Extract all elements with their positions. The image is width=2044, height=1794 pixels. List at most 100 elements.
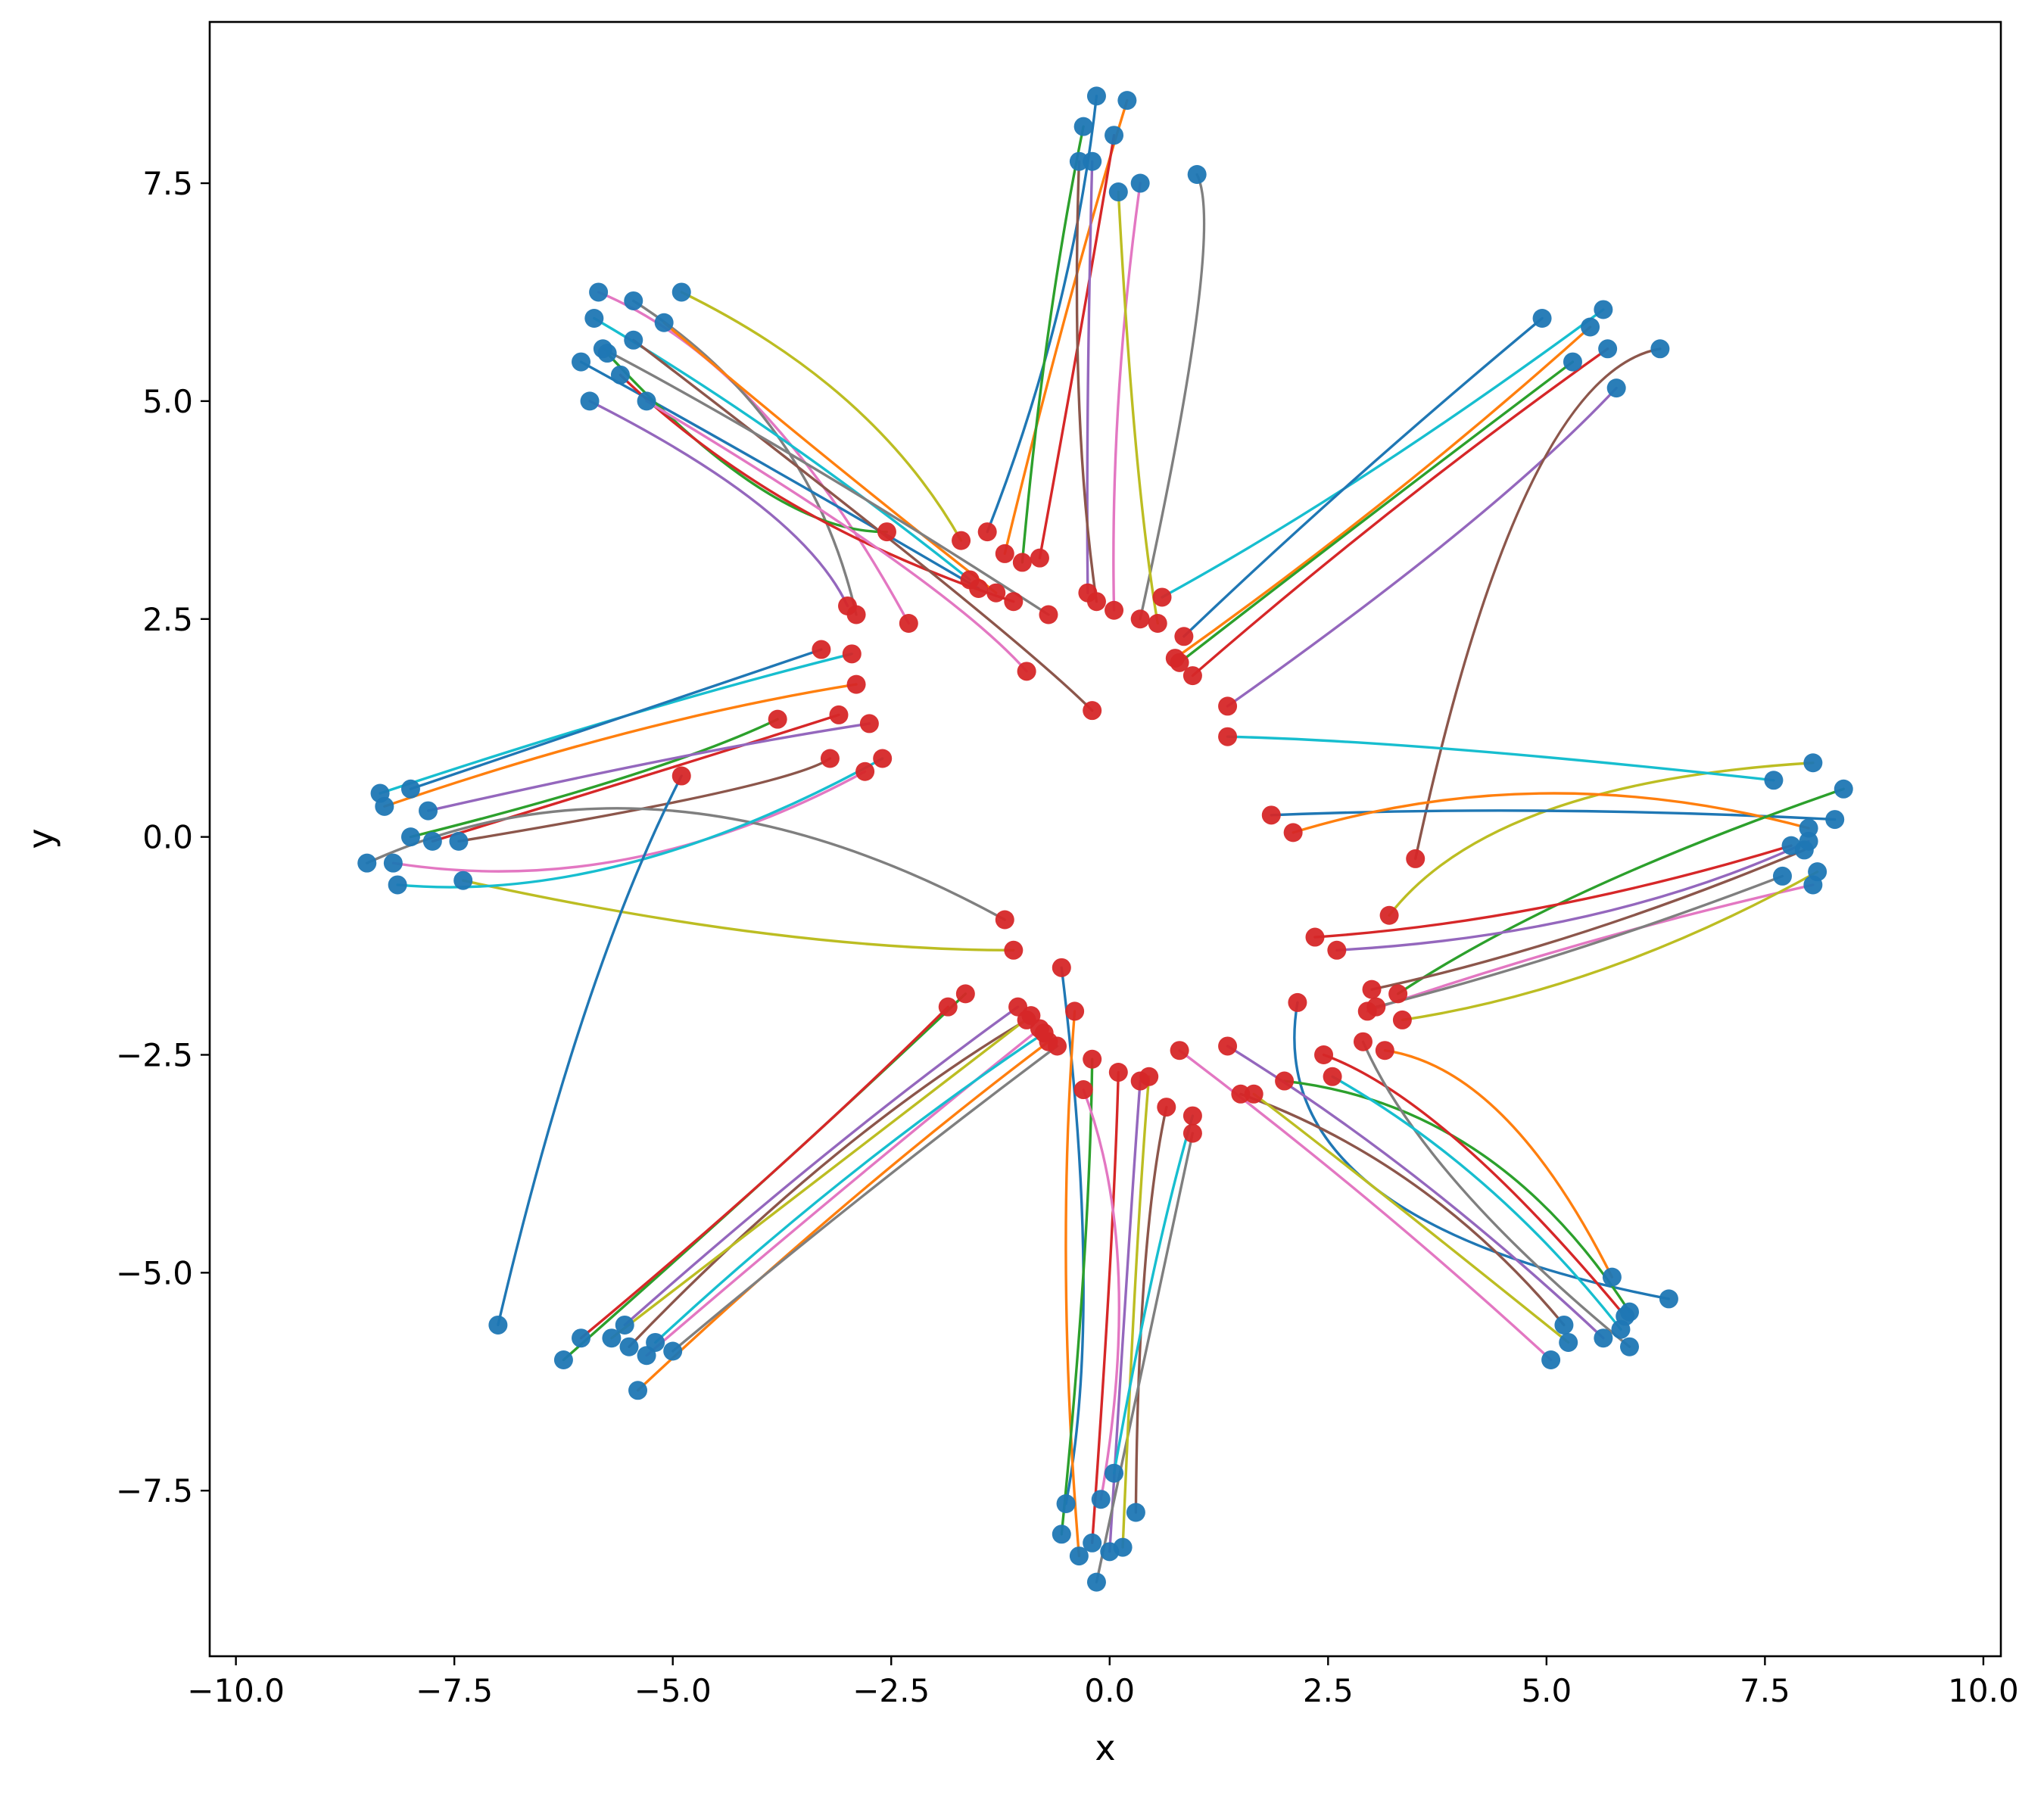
- y-axis-label: y: [20, 828, 61, 849]
- start-point: [580, 391, 600, 411]
- y-tick-label: −2.5: [116, 1036, 193, 1073]
- trajectory-line: [1226, 735, 1775, 782]
- start-point: [610, 365, 630, 385]
- end-point: [1039, 605, 1058, 624]
- start-point: [1563, 352, 1582, 372]
- start-point: [357, 853, 377, 873]
- start-point: [1803, 753, 1823, 773]
- trajectory-line: [1252, 1092, 1570, 1344]
- trajectory-line: [409, 718, 779, 839]
- start-point: [375, 796, 394, 816]
- trajectory-line: [1370, 849, 1806, 991]
- end-point: [1105, 600, 1124, 620]
- trajectory-line: [1095, 1132, 1195, 1584]
- x-tick-label: 7.5: [1740, 1672, 1790, 1709]
- trajectory-line: [1082, 1088, 1120, 1501]
- start-point: [1606, 378, 1626, 398]
- start-point: [1105, 126, 1124, 145]
- start-point: [624, 291, 643, 310]
- start-point: [1581, 317, 1600, 337]
- trajectory-line: [391, 770, 867, 873]
- y-tick-label: 0.0: [142, 819, 193, 856]
- trajectory-line: [1401, 870, 1819, 1022]
- start-point: [1108, 182, 1128, 202]
- trajectory-line: [579, 1005, 949, 1340]
- end-point: [859, 714, 879, 733]
- trajectory-line: [632, 338, 1094, 712]
- x-tick-label: −2.5: [852, 1672, 930, 1709]
- trajectory-line: [1020, 125, 1085, 564]
- end-point: [846, 674, 866, 694]
- start-point: [1105, 1463, 1124, 1483]
- trajectory-line: [409, 648, 823, 790]
- start-point: [1052, 1525, 1071, 1544]
- end-point: [1327, 940, 1347, 960]
- trajectory-line: [1182, 316, 1544, 638]
- end-point: [1406, 849, 1426, 868]
- start-point: [1794, 840, 1814, 860]
- trajectory-line: [1396, 787, 1845, 995]
- x-tick-label: 10.0: [1948, 1672, 2019, 1709]
- trajectory-line: [671, 1045, 1059, 1353]
- end-point: [977, 522, 997, 542]
- end-point: [1048, 1036, 1067, 1056]
- start-point: [400, 779, 420, 799]
- end-point: [1366, 997, 1386, 1017]
- end-point: [1283, 823, 1303, 842]
- end-point: [1375, 1041, 1394, 1061]
- start-point: [671, 282, 691, 302]
- end-point: [671, 766, 691, 786]
- trajectory-line: [680, 291, 963, 542]
- start-point: [654, 313, 674, 332]
- start-point: [589, 282, 609, 302]
- trajectory-line: [628, 1018, 1028, 1348]
- start-point: [1594, 1328, 1613, 1348]
- y-axis-ticks: −7.5 −5.0 −2.5 0.0 2.5 5.0 7.5: [116, 165, 210, 1509]
- trajectory-line: [497, 774, 683, 1327]
- start-point: [422, 831, 442, 851]
- end-point: [1108, 1063, 1128, 1082]
- end-point: [1012, 553, 1032, 572]
- trajectory-line: [1112, 1114, 1195, 1475]
- x-axis-label: x: [1095, 1727, 1115, 1768]
- trajectory-line: [623, 1005, 1020, 1327]
- trajectory-line: [1282, 1079, 1631, 1313]
- start-point: [449, 831, 469, 851]
- end-point: [1148, 614, 1167, 634]
- start-point: [388, 875, 407, 895]
- end-point: [1218, 727, 1238, 746]
- x-tick-label: 0.0: [1084, 1672, 1135, 1709]
- x-tick-label: −10.0: [187, 1672, 285, 1709]
- start-point: [1083, 151, 1102, 171]
- start-point: [1559, 1332, 1578, 1352]
- x-tick-label: 2.5: [1303, 1672, 1354, 1709]
- trajectory-line: [1375, 874, 1784, 1008]
- trajectory-line: [1331, 1075, 1622, 1331]
- start-point: [1056, 1493, 1076, 1513]
- end-point: [1261, 805, 1281, 825]
- trajectory-line: [588, 400, 849, 608]
- start-point: [419, 801, 438, 821]
- trajectory-line: [1112, 182, 1142, 612]
- trajectory-line: [1134, 1105, 1168, 1514]
- end-point: [1305, 927, 1325, 947]
- end-point: [1231, 1084, 1251, 1104]
- trajectory-line: [1121, 1075, 1151, 1549]
- end-point: [1392, 1010, 1412, 1029]
- start-point: [637, 391, 656, 411]
- y-tick-label: 2.5: [142, 601, 193, 638]
- trajectory-line: [1173, 325, 1592, 660]
- x-axis-ticks: −10.0 −7.5 −5.0 −2.5 0.0 2.5 5.0 7.5 10.0: [187, 1656, 2019, 1709]
- trajectory-line: [1313, 844, 1793, 939]
- end-point: [1218, 696, 1238, 716]
- end-point: [838, 596, 858, 615]
- end-point: [873, 749, 893, 768]
- end-point: [877, 522, 896, 542]
- start-point: [1650, 339, 1670, 359]
- start-point: [1541, 1350, 1561, 1370]
- end-point: [1083, 1049, 1102, 1069]
- trajectory-markers: [357, 86, 1853, 1592]
- start-point: [646, 1332, 665, 1352]
- start-point: [1187, 165, 1207, 185]
- start-point: [1554, 1315, 1574, 1335]
